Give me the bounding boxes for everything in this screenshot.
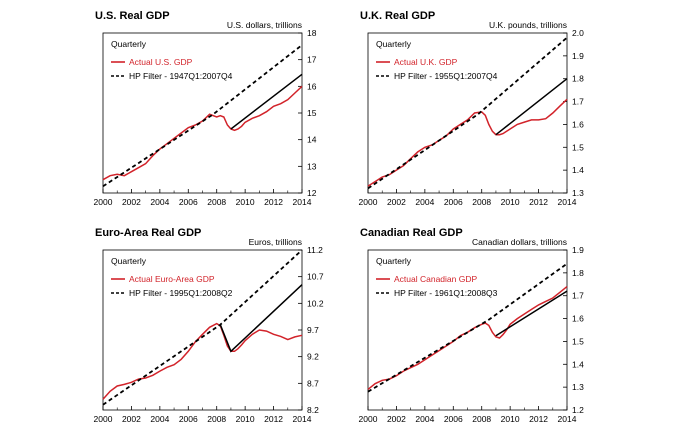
x-tick-label: 2006 [444, 414, 463, 424]
legend-entry: Actual U.K. GDP [394, 57, 458, 67]
y-tick-label: 1.9 [572, 245, 584, 255]
series-line-hp-filter-1955q1-2007q4 [367, 36, 568, 190]
y-tick-label: 2.0 [572, 28, 584, 38]
y-tick-label: 18 [307, 28, 317, 38]
y-tick-label: 15 [307, 108, 317, 118]
x-tick-label: 2008 [472, 197, 491, 207]
x-tick-label: 2006 [444, 197, 463, 207]
x-tick-label: 2006 [179, 414, 198, 424]
chart-title: Canadian Real GDP [360, 227, 463, 239]
x-tick-label: 2002 [387, 197, 406, 207]
y-tick-label: 1.6 [572, 119, 584, 129]
chart-title: Euro-Area Real GDP [95, 227, 201, 239]
y-tick-label: 9.2 [307, 352, 319, 362]
y-tick-label: 1.4 [572, 359, 584, 369]
y-tick-label: 17 [307, 55, 317, 65]
y-tick-label: 10.7 [307, 272, 324, 282]
y-tick-label: 1.2 [572, 405, 584, 415]
y-tick-label: 8.2 [307, 405, 319, 415]
x-tick-label: 2010 [236, 414, 255, 424]
y-tick-label: 1.8 [572, 268, 584, 278]
x-tick-label: 2012 [264, 414, 283, 424]
series-line-actual-canadian-gdp [367, 286, 568, 390]
x-tick-label: 2006 [179, 197, 198, 207]
y-tick-label: 1.5 [572, 142, 584, 152]
series-line-actual-u-s-gdp [102, 85, 303, 181]
series-line-hp-filter-1961q1-2008q3 [367, 262, 568, 393]
y-axis-label: Canadian dollars, trillions [472, 237, 567, 247]
y-tick-label: 1.5 [572, 336, 584, 346]
x-tick-label: 2004 [415, 414, 434, 424]
y-tick-label: 14 [307, 135, 317, 145]
y-tick-label: 1.8 [572, 74, 584, 84]
y-tick-label: 10.2 [307, 298, 324, 308]
x-tick-label: 2010 [236, 197, 255, 207]
x-tick-label: 2004 [150, 414, 169, 424]
series-line-actual-euro-area-gdp [102, 322, 303, 400]
legend-entry: HP Filter - 1995Q1:2008Q2 [129, 288, 233, 298]
legend-entry: Actual Euro-Area GDP [129, 274, 215, 284]
y-tick-label: 11.2 [307, 245, 323, 255]
x-tick-label: 2004 [150, 197, 169, 207]
legend-entry: Actual Canadian GDP [394, 274, 477, 284]
y-tick-label: 1.6 [572, 314, 584, 324]
us-gdp-chart: U.S. Real GDP U.S. dollars, trillions 2000… [94, 5, 395, 210]
x-tick-label: 2012 [529, 197, 548, 207]
y-tick-label: 12 [307, 188, 317, 198]
legend-entry: HP Filter - 1955Q1:2007Q4 [394, 71, 498, 81]
y-tick-label: 8.7 [307, 378, 319, 388]
euro-area-gdp-chart: Euro-Area Real GDP Euros, trillions 2000 20… [94, 222, 395, 427]
x-tick-label: 2002 [122, 197, 141, 207]
y-tick-label: 1.3 [572, 382, 584, 392]
x-tick-label: 2002 [387, 414, 406, 424]
x-tick-label: 2010 [501, 414, 520, 424]
legend-note: Quarterly [111, 256, 147, 266]
legend-entry: Actual U.S. GDP [129, 57, 193, 67]
legend-entry: HP Filter - 1961Q1:2008Q3 [394, 288, 498, 298]
series-line-hp-filter-1947q1-2007q4 [102, 44, 303, 188]
x-tick-label: 2008 [472, 414, 491, 424]
y-tick-label: 1.7 [572, 97, 584, 107]
x-tick-label: 2000 [359, 414, 378, 424]
y-axis-label: U.K. pounds, trillions [489, 20, 567, 30]
x-tick-label: 2008 [207, 414, 226, 424]
x-tick-label: 2014 [293, 414, 312, 424]
legend-note: Quarterly [111, 39, 147, 49]
y-axis-label: Euros, trillions [249, 237, 302, 247]
y-tick-label: 13 [307, 161, 317, 171]
y-tick-label: 9.7 [307, 325, 319, 335]
y-axis-label: U.S. dollars, trillions [227, 20, 302, 30]
series-line-actual-u-k-gdp [367, 98, 568, 187]
x-tick-label: 2010 [501, 197, 520, 207]
x-tick-label: 2014 [558, 414, 577, 424]
y-tick-label: 1.4 [572, 165, 584, 175]
series-line-hp-trend-post-2009 [495, 78, 568, 136]
x-tick-label: 2014 [558, 197, 577, 207]
x-tick-label: 2000 [94, 197, 113, 207]
series-line-hp-trend-post-2009 [219, 284, 303, 353]
legend-entry: HP Filter - 1947Q1:2007Q4 [129, 71, 233, 81]
x-tick-label: 2002 [122, 414, 141, 424]
uk-gdp-chart: U.K. Real GDP U.K. pounds, trillions 2000 2… [359, 5, 660, 210]
chart-title: U.S. Real GDP [95, 10, 170, 22]
x-tick-label: 2008 [207, 197, 226, 207]
series-line-hp-trend-post-2009 [230, 73, 303, 130]
x-tick-label: 2004 [415, 197, 434, 207]
x-tick-label: 2012 [529, 414, 548, 424]
y-tick-label: 1.3 [572, 188, 584, 198]
x-tick-label: 2000 [359, 197, 378, 207]
legend-note: Quarterly [376, 256, 412, 266]
chart-title: U.K. Real GDP [360, 10, 435, 22]
y-tick-label: 16 [307, 81, 317, 91]
y-tick-label: 1.7 [572, 291, 584, 301]
series-line-hp-trend-post-2009 [495, 290, 568, 337]
x-tick-label: 2014 [293, 197, 312, 207]
legend-note: Quarterly [376, 39, 412, 49]
x-tick-label: 2012 [264, 197, 283, 207]
x-tick-label: 2000 [94, 414, 113, 424]
canada-gdp-chart: Canadian Real GDP Canadian dollars, trill… [359, 222, 660, 427]
y-tick-label: 1.9 [572, 51, 584, 61]
